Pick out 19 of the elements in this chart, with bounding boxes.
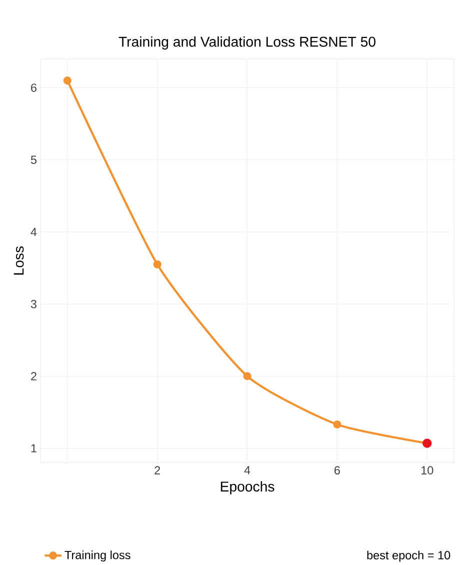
legend-label: Training loss (64, 550, 130, 562)
y-tick-label: 3 (31, 300, 37, 308)
y-tick-label: 6 (31, 84, 37, 92)
y-tick-label: 4 (30, 228, 37, 236)
point (243, 372, 252, 380)
point (64, 76, 72, 85)
x-tick-label: 10 (422, 466, 434, 474)
y-tick-label: 5 (31, 156, 37, 164)
y-tick-label: 1 (31, 444, 37, 452)
text: best epoch = 10 (367, 550, 450, 562)
y-axis-title: Loss (14, 246, 24, 275)
x-tick-label: 4 (244, 466, 250, 474)
x-tick-label: 6 (334, 466, 340, 474)
x-axis-title: Epoochs (221, 481, 274, 494)
y-tick-label: 2 (31, 372, 37, 380)
chart-title: Training and Validation Loss RESNET 50 (118, 36, 376, 50)
point (333, 420, 342, 428)
point (153, 260, 162, 268)
x-tick-label: 2 (154, 466, 160, 474)
